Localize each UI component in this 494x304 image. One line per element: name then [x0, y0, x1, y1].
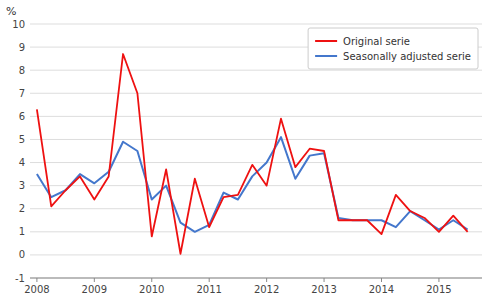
y-tick-label: 2	[19, 203, 25, 214]
grid-line	[30, 139, 482, 140]
legend-box	[308, 28, 478, 69]
x-tick-label: 2013	[311, 284, 336, 295]
legend-label: Original serie	[343, 36, 410, 47]
grid-line	[30, 254, 482, 255]
y-tick-label: 4	[19, 157, 25, 168]
grid	[30, 24, 482, 278]
y-tick-label: 8	[19, 65, 25, 76]
legend: Original serie Seasonally adjusted serie	[308, 28, 478, 69]
grid-line	[30, 162, 482, 163]
y-tick-label: 3	[19, 180, 25, 191]
legend-label: Seasonally adjusted serie	[343, 51, 471, 62]
y-tick-label: 5	[19, 134, 25, 145]
grid-line	[30, 93, 482, 94]
legend-swatch	[315, 55, 337, 57]
y-tick-label: 1	[19, 226, 25, 237]
x-tick-label: 2015	[426, 284, 451, 295]
x-tick	[381, 278, 382, 282]
y-tick-label: 7	[19, 88, 25, 99]
x-tick	[438, 278, 439, 282]
x-tick	[36, 278, 37, 282]
grid-line	[30, 116, 482, 117]
x-tick-label: 2008	[24, 284, 49, 295]
x-tick-label: 2011	[196, 284, 221, 295]
series-line	[37, 137, 468, 232]
x-axis-line	[30, 278, 482, 279]
x-tick	[324, 278, 325, 282]
grid-line	[30, 24, 482, 25]
y-tick-label: 10	[12, 19, 25, 30]
x-tick-label: 2012	[254, 284, 279, 295]
x-tick	[151, 278, 152, 282]
y-tick-label: 0	[19, 249, 25, 260]
x-tick-label: 2010	[139, 284, 164, 295]
grid-line	[30, 185, 482, 186]
grid-line	[30, 70, 482, 71]
y-tick-label: -1	[15, 273, 25, 284]
x-tick	[209, 278, 210, 282]
x-tick-label: 2014	[369, 284, 394, 295]
x-tick	[266, 278, 267, 282]
series-line	[37, 54, 468, 254]
chart: -1 0 1 2 3 4 5 6 7 8 9 10 2008 2009 2010 2011 2012 2013 20…	[0, 0, 494, 304]
x-tick	[94, 278, 95, 282]
legend-swatch	[315, 40, 337, 42]
y-axis-label: %	[6, 5, 16, 18]
y-tick-label: 9	[19, 42, 25, 53]
y-tick-label: 6	[19, 111, 25, 122]
x-tick-label: 2009	[82, 284, 107, 295]
grid-line	[30, 208, 482, 209]
grid-line	[30, 231, 482, 232]
grid-line	[30, 278, 482, 279]
series-group	[37, 54, 468, 254]
